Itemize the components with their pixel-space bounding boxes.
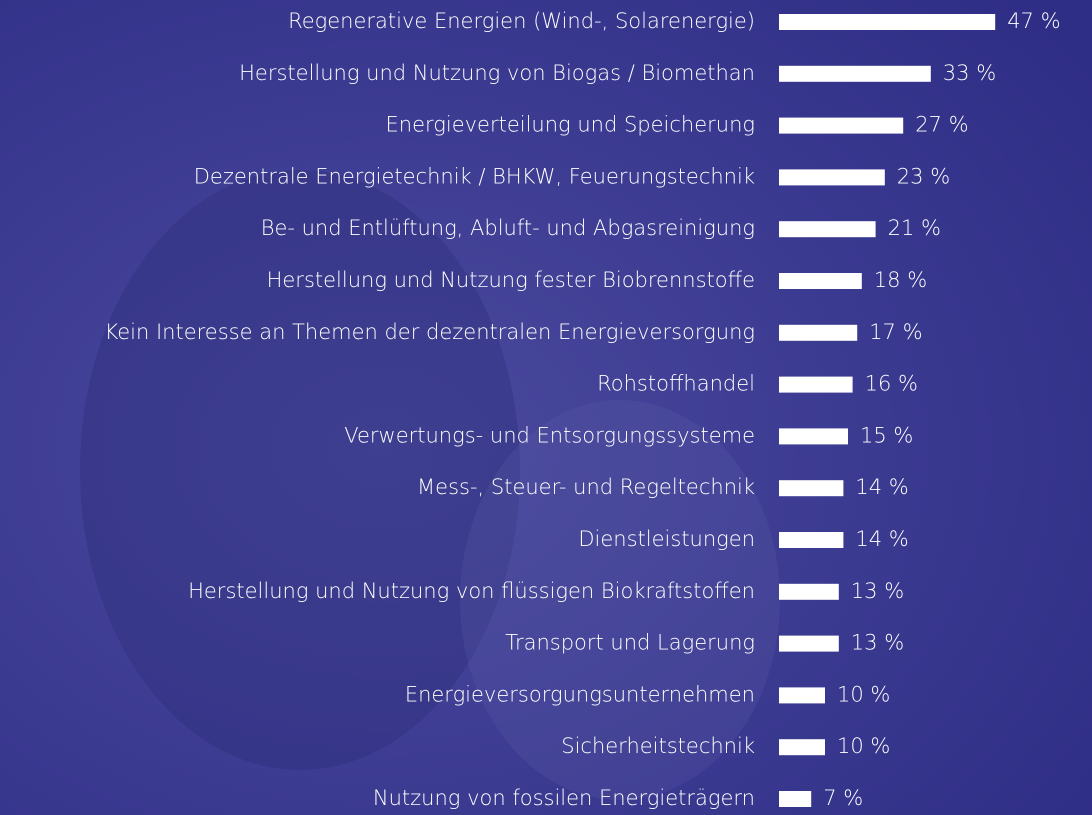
bar [779,428,848,445]
bar [779,14,996,30]
value-label: 16 % [865,372,918,396]
bar [779,739,825,756]
bar [779,117,904,134]
category-label: Be- und Entlüftung, Abluft- und Abgasrei… [261,216,755,240]
category-label: Herstellung und Nutzung fester Biobrenns… [267,268,755,292]
bar [779,376,853,393]
category-label: Rohstoffhandel [597,372,755,396]
category-label: Regenerative Energien (Wind-, Solarenerg… [288,9,755,33]
bar [779,221,876,238]
value-label: 7 % [823,786,863,810]
value-label: 14 % [855,475,908,499]
category-label: Transport und Lagerung [505,631,755,655]
value-label: 14 % [855,527,908,551]
value-label: 47 % [1007,9,1060,33]
value-label: 27 % [915,113,968,137]
bar [779,583,839,600]
bar [779,791,812,807]
background-shape [460,400,780,800]
bar [779,687,825,704]
bar [779,169,885,186]
value-label: 33 % [943,61,996,85]
bar [779,65,931,82]
background-shape [80,170,520,770]
category-label: Mess-, Steuer- und Regeltechnik [417,475,755,499]
value-label: 17 % [869,320,922,344]
value-label: 21 % [888,216,941,240]
category-label: Energieverteilung und Speicherung [386,113,756,137]
category-label: Verwertungs- und Entsorgungssysteme [344,423,755,447]
bar [779,532,844,548]
category-label: Sicherheitstechnik [561,734,755,758]
bar [779,324,858,341]
value-label: 13 % [851,631,904,655]
value-label: 13 % [851,579,904,603]
category-label: Nutzung von fossilen Energieträgern [373,786,755,810]
bar [779,480,844,497]
bar [779,635,839,652]
value-label: 10 % [837,734,890,758]
value-label: 10 % [837,682,890,706]
category-label: Herstellung und Nutzung von Biogas / Bio… [239,61,755,85]
category-label: Energieversorgungsunternehmen [405,682,755,706]
category-label: Kein Interesse an Themen der dezentralen… [105,320,755,344]
category-label: Herstellung und Nutzung von flüssigen Bi… [188,579,755,603]
category-label: Dienstleistungen [578,527,755,551]
category-label: Dezentrale Energietechnik / BHKW, Feueru… [194,164,755,188]
value-label: 18 % [874,268,927,292]
value-label: 15 % [860,423,913,447]
bar [779,273,862,289]
value-label: 23 % [897,164,950,188]
